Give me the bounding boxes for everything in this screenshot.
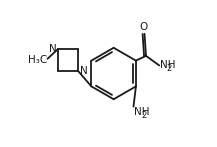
Text: N: N [49, 44, 57, 54]
Text: NH: NH [160, 60, 176, 70]
Text: 2: 2 [141, 111, 146, 120]
Text: O: O [140, 22, 148, 32]
Text: H₃C: H₃C [28, 55, 47, 65]
Text: N: N [80, 66, 87, 76]
Text: NH: NH [134, 107, 150, 117]
Text: 2: 2 [167, 64, 172, 73]
